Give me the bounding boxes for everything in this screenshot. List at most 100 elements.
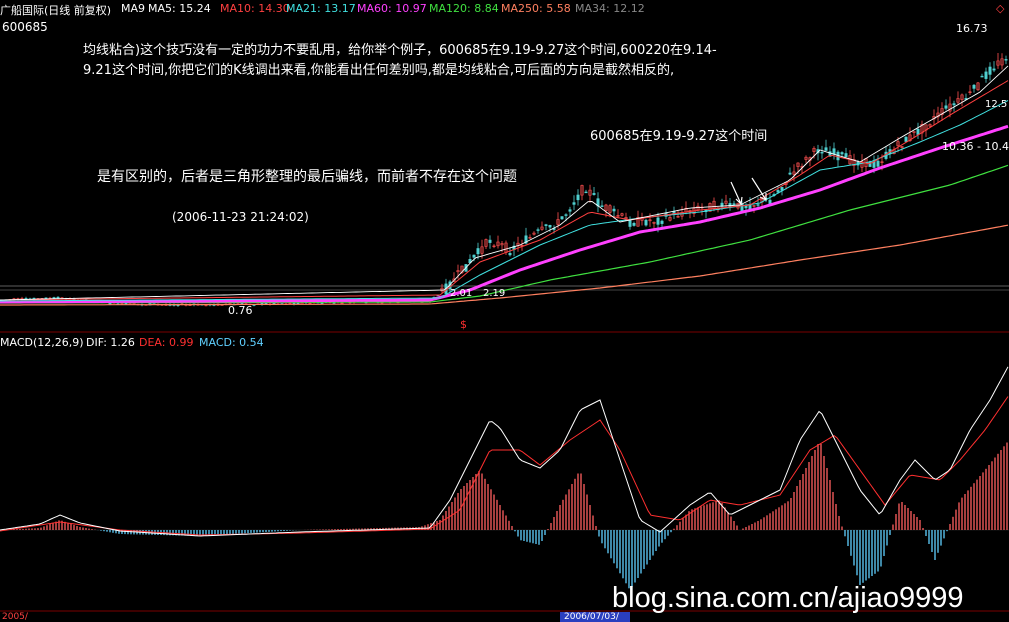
candle-body xyxy=(616,215,620,217)
ma250-label: MA250: 5.58 xyxy=(501,2,571,15)
candle-body xyxy=(540,226,544,230)
candle-body xyxy=(988,66,992,75)
candle-body xyxy=(812,148,816,152)
ma21-label: MA21: 13.17 xyxy=(286,2,356,15)
candle-body xyxy=(608,205,612,213)
timestamp: (2006-11-23 21:24:02) xyxy=(172,210,309,224)
candle-body xyxy=(996,60,1000,66)
candle-body xyxy=(804,156,808,160)
candle-body xyxy=(52,297,56,299)
dea-line xyxy=(0,396,1009,536)
ma60-line xyxy=(0,124,1009,304)
candle-body xyxy=(272,302,276,305)
candle-body xyxy=(544,224,548,226)
candle-body xyxy=(496,241,500,247)
candle-body xyxy=(956,98,960,103)
event-marker: $ xyxy=(460,318,467,331)
price-high-label: 16.73 xyxy=(956,22,988,35)
comment-line-1: 均线粘合)这个技巧没有一定的功力不要乱用，给你举个例子，600685在9.19-… xyxy=(83,43,717,58)
candle-body xyxy=(612,208,616,212)
candle-body xyxy=(556,219,560,225)
candle-body xyxy=(580,185,584,196)
candle-body xyxy=(916,128,920,135)
candle-body xyxy=(660,220,664,224)
candle-body xyxy=(676,216,680,218)
macd-lines xyxy=(0,366,1009,537)
candle-body xyxy=(508,253,512,256)
arrow-icon xyxy=(730,177,767,206)
candle-body xyxy=(56,296,60,299)
candle-body xyxy=(860,161,864,168)
ma5-line xyxy=(0,65,1009,301)
candle-body xyxy=(320,302,324,304)
candle-body xyxy=(620,213,624,216)
candle-body xyxy=(108,302,112,305)
candle-body xyxy=(752,205,756,207)
candle-body xyxy=(944,105,948,109)
ma34-label: MA34: 12.12 xyxy=(575,2,645,15)
candle-body xyxy=(528,237,532,239)
candle-body xyxy=(476,248,480,255)
candle-body xyxy=(976,82,980,91)
candle-body xyxy=(500,243,504,246)
candle-body xyxy=(488,239,492,243)
price-range-label: 10.36 - 10.40 xyxy=(942,140,1009,153)
ma5-label: MA5: 15.24 xyxy=(148,2,211,15)
ma10-label: MA10: 14.30 xyxy=(220,2,290,15)
candle-body xyxy=(532,232,536,235)
candle-body xyxy=(1004,59,1008,61)
candle-body xyxy=(572,202,576,205)
ma250-line xyxy=(0,224,1009,306)
candle-body xyxy=(912,131,916,133)
candle-body xyxy=(588,189,592,196)
candle-body xyxy=(644,219,648,226)
candle-body xyxy=(908,134,912,141)
ma10-line xyxy=(0,80,1009,301)
macd-value: MACD: 0.54 xyxy=(199,336,264,349)
candle-body xyxy=(600,205,604,207)
candle-body xyxy=(524,235,528,244)
candle-body xyxy=(636,217,640,227)
macd-histogram xyxy=(1,442,1008,589)
candle-body xyxy=(584,191,588,194)
candle-body xyxy=(904,136,908,142)
candle-body xyxy=(792,171,796,175)
candle-body xyxy=(480,246,484,254)
candle-body xyxy=(876,160,880,167)
candle-body xyxy=(960,94,964,100)
candle-body xyxy=(576,194,580,201)
candle-body xyxy=(708,203,712,212)
candle-body xyxy=(948,103,952,112)
dif-value: DIF: 1.26 xyxy=(86,336,135,349)
candle-body xyxy=(896,141,900,147)
candle-body xyxy=(1000,58,1004,66)
candle-body xyxy=(484,239,488,247)
candle-body xyxy=(548,225,552,228)
candle-body xyxy=(668,217,672,221)
candle-body xyxy=(604,204,608,211)
stock-code: 600685 xyxy=(2,20,48,34)
date-cursor: 2006/07/03/ xyxy=(564,612,619,622)
date-cursor-box xyxy=(560,612,630,622)
moving-average-lines xyxy=(0,65,1009,306)
candle-body xyxy=(840,152,844,155)
candle-body xyxy=(788,172,792,175)
settings-icon[interactable]: ◇ xyxy=(996,2,1005,15)
price-right-label: 12.5 xyxy=(985,99,1008,110)
ma21-line xyxy=(0,100,1009,302)
ma60-label: MA60: 10.97 xyxy=(357,2,427,15)
candle-body xyxy=(952,103,956,106)
candle-body xyxy=(756,204,760,206)
candle-body xyxy=(972,84,976,89)
candle-body xyxy=(796,162,800,167)
dea-value: DEA: 0.99 xyxy=(139,336,194,349)
candle-body xyxy=(984,71,988,79)
candle-body xyxy=(980,75,984,78)
candle-body xyxy=(440,287,444,292)
candle-body xyxy=(940,108,944,115)
date-axis-start: 2005/ xyxy=(2,612,28,622)
candle-body xyxy=(732,203,736,205)
candle-body xyxy=(724,200,728,204)
price-level-label: 2.01 xyxy=(450,288,473,299)
